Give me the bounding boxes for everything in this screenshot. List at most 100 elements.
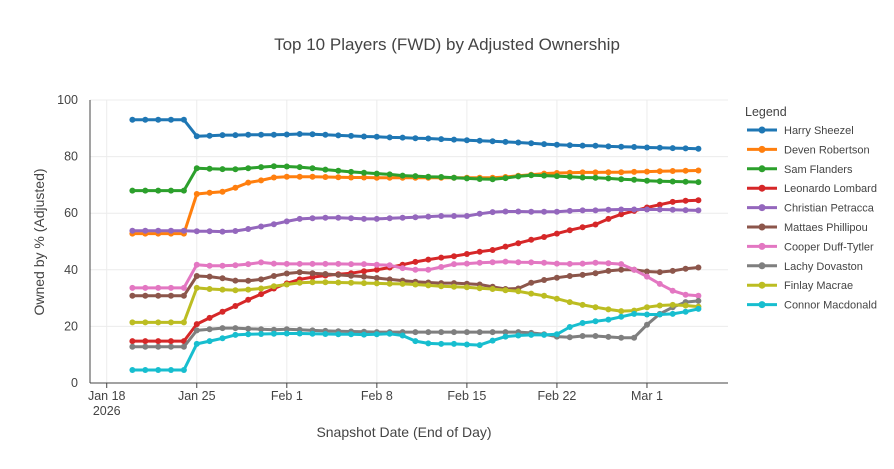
series-connor-macdonald[interactable] [129,305,702,373]
data-point[interactable] [322,279,329,286]
data-point[interactable] [322,271,329,277]
data-point[interactable] [476,176,483,182]
data-point[interactable] [476,137,483,144]
data-point[interactable] [245,325,252,332]
data-point[interactable] [656,280,663,287]
data-point[interactable] [566,227,573,234]
data-point[interactable] [129,367,136,373]
data-point[interactable] [155,343,162,350]
data-point[interactable] [592,142,599,149]
data-point[interactable] [270,221,277,228]
data-point[interactable] [296,164,303,171]
data-point[interactable] [399,172,406,179]
data-point[interactable] [270,330,277,337]
data-point[interactable] [489,247,496,253]
data-point[interactable] [168,338,174,345]
data-point[interactable] [270,163,277,170]
data-point[interactable] [322,331,329,337]
data-point[interactable] [155,284,162,291]
data-point[interactable] [232,184,239,191]
data-point[interactable] [386,171,393,178]
data-point[interactable] [168,187,174,194]
data-point[interactable] [476,285,483,292]
data-point[interactable] [656,302,663,309]
data-point[interactable] [463,284,470,291]
data-point[interactable] [566,299,573,306]
data-point[interactable] [515,173,522,180]
data-point[interactable] [245,179,252,186]
data-point[interactable] [386,134,393,141]
data-point[interactable] [425,256,432,263]
legend-item[interactable]: Lachy Dovaston [747,261,863,273]
data-point[interactable] [283,260,290,267]
data-point[interactable] [193,133,200,140]
data-point[interactable] [644,273,650,280]
data-point[interactable] [245,131,252,138]
data-point[interactable] [399,265,406,272]
data-point[interactable] [193,273,200,279]
data-point[interactable] [669,287,676,294]
data-point[interactable] [669,267,676,274]
data-point[interactable] [541,292,548,299]
data-point[interactable] [142,187,149,194]
data-point[interactable] [309,131,316,138]
data-point[interactable] [618,143,625,150]
data-point[interactable] [489,259,496,266]
data-point[interactable] [309,279,316,286]
data-point[interactable] [463,260,470,267]
data-point[interactable] [566,273,573,279]
data-point[interactable] [656,311,663,318]
data-point[interactable] [258,285,265,292]
data-point[interactable] [206,132,213,139]
data-point[interactable] [168,284,174,291]
data-point[interactable] [644,311,650,318]
data-point[interactable] [476,329,483,336]
data-point[interactable] [309,270,316,277]
data-point[interactable] [373,261,380,268]
data-point[interactable] [631,168,638,175]
data-point[interactable] [553,173,560,180]
data-point[interactable] [270,174,277,181]
data-point[interactable] [193,340,200,347]
data-point[interactable] [348,331,355,338]
data-point[interactable] [322,166,329,173]
data-point[interactable] [412,173,419,180]
data-point[interactable] [451,253,457,260]
data-point[interactable] [219,166,226,173]
data-point[interactable] [193,327,200,334]
data-point[interactable] [451,136,457,143]
data-point[interactable] [425,266,432,273]
data-point[interactable] [296,269,303,276]
data-point[interactable] [438,329,445,336]
data-point[interactable] [180,367,187,373]
data-point[interactable] [245,277,252,284]
data-point[interactable] [232,287,239,294]
data-point[interactable] [168,116,174,123]
data-point[interactable] [618,206,625,213]
data-point[interactable] [502,138,509,145]
data-point[interactable] [669,310,676,317]
data-point[interactable] [296,131,303,137]
data-point[interactable] [682,265,689,272]
data-point[interactable] [232,132,239,139]
data-point[interactable] [669,198,676,205]
data-point[interactable] [463,137,470,144]
data-point[interactable] [168,292,174,299]
data-point[interactable] [386,276,393,283]
data-point[interactable] [553,331,560,338]
data-point[interactable] [695,167,702,174]
data-point[interactable] [361,169,367,176]
data-point[interactable] [322,214,329,221]
data-point[interactable] [206,189,213,196]
data-point[interactable] [232,228,239,234]
data-point[interactable] [168,227,174,234]
data-point[interactable] [258,164,265,171]
data-point[interactable] [361,273,367,280]
legend-item[interactable]: Christian Petracca [747,203,875,215]
data-point[interactable] [502,329,509,336]
data-point[interactable] [309,260,316,267]
data-point[interactable] [335,271,342,278]
data-point[interactable] [193,321,200,328]
data-point[interactable] [129,292,136,299]
data-point[interactable] [283,330,290,337]
